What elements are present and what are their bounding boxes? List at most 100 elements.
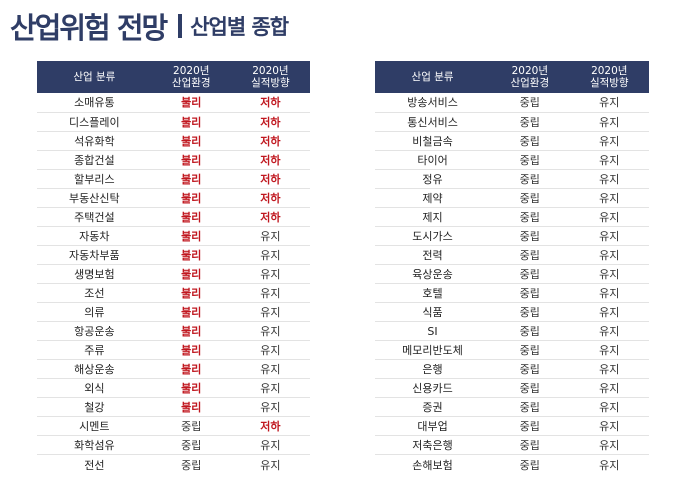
performance-cell: 유지 [569, 264, 649, 284]
table-row: 화학섬유 중립 유지 [37, 435, 310, 456]
industry-cell: 방송서비스 [375, 93, 491, 113]
table-row: 부동산신탁 불리 저하 [37, 188, 310, 208]
industry-cell: 통신서비스 [375, 112, 491, 132]
performance-cell: 저하 [230, 150, 310, 170]
environment-cell: 중립 [490, 226, 570, 246]
left-industry-table: 산업 분류 2020년 산업환경 2020년 실적방향 소매유통 불리 저하 디스플레이 불… [37, 61, 310, 474]
table-row: 저축은행 중립 유지 [375, 435, 649, 456]
industry-cell: 도시가스 [375, 226, 491, 246]
industry-cell: 외식 [37, 378, 152, 399]
header-environment: 2020년 산업환경 [151, 61, 231, 93]
environment-cell: 중립 [490, 245, 570, 265]
industry-cell: 자동차 [37, 226, 152, 246]
industry-cell: 전력 [375, 245, 491, 265]
table-row: 자동차 불리 유지 [37, 226, 310, 246]
industry-cell: 생명보험 [37, 264, 152, 284]
table-row: 통신서비스 중립 유지 [375, 112, 649, 132]
environment-cell: 중립 [490, 112, 570, 132]
industry-cell: 디스플레이 [37, 112, 152, 132]
title-sub: 산업별 종합 [190, 15, 289, 39]
environment-cell: 불리 [151, 302, 231, 323]
environment-cell: 불리 [151, 378, 231, 399]
environment-cell: 중립 [181, 458, 202, 472]
environment-cell: 불리 [151, 93, 231, 113]
environment-cell: 불리 [151, 340, 231, 361]
table-row: 할부리스 불리 저하 [37, 169, 310, 189]
table-row: 주택건설 불리 저하 [37, 207, 310, 227]
table-row: 타이어 중립 유지 [375, 150, 649, 170]
environment-cell: 불리 [151, 112, 231, 132]
performance-cell: 저하 [230, 169, 310, 189]
environment-cell: 중립 [490, 150, 570, 170]
environment-cell: 불리 [151, 359, 231, 380]
table-row: 생명보험 불리 유지 [37, 264, 310, 284]
table-row: 육상운송 중립 유지 [375, 264, 649, 284]
performance-cell: 유지 [569, 188, 649, 208]
environment-cell: 불리 [151, 207, 231, 227]
table-row: 해상운송 불리 유지 [37, 359, 310, 380]
industry-cell: 식품 [375, 302, 491, 323]
industry-cell: 제약 [375, 188, 491, 208]
header-industry: 산업 분류 [37, 61, 152, 93]
industry-cell: 정유 [375, 169, 491, 189]
performance-cell: 유지 [569, 340, 649, 361]
table-row: 신용카드 중립 유지 [375, 378, 649, 399]
environment-cell: 불리 [151, 169, 231, 189]
environment-cell: 불리 [151, 264, 231, 284]
environment-cell: 중립 [490, 416, 570, 437]
table-row: 비철금속 중립 유지 [375, 131, 649, 151]
industry-cell: 시멘트 [37, 416, 152, 437]
environment-cell: 중립 [490, 359, 570, 380]
environment-cell: 중립 [490, 397, 570, 418]
table-row: 식품 중립 유지 [375, 302, 649, 323]
performance-cell: 유지 [569, 302, 649, 323]
performance-cell: 유지 [230, 340, 310, 361]
environment-cell: 중립 [490, 188, 570, 208]
environment-cell: 중립 [151, 416, 231, 437]
table-row: 조선 불리 유지 [37, 283, 310, 304]
performance-cell: 유지 [260, 458, 281, 472]
performance-cell: 유지 [569, 435, 649, 456]
table-row: 제약 중립 유지 [375, 188, 649, 208]
performance-cell: 유지 [569, 226, 649, 246]
table-row: 전선 중립 유지 [37, 455, 310, 474]
performance-cell: 저하 [230, 188, 310, 208]
table-row: 주류 불리 유지 [37, 340, 310, 361]
performance-cell: 유지 [569, 397, 649, 418]
environment-cell: 불리 [151, 283, 231, 304]
industry-cell: 해상운송 [37, 359, 152, 380]
environment-cell: 불리 [151, 397, 231, 418]
performance-cell: 유지 [569, 283, 649, 304]
table-row: 도시가스 중립 유지 [375, 226, 649, 246]
environment-cell: 불리 [151, 131, 231, 151]
environment-cell: 중립 [519, 458, 540, 472]
industry-cell: 의류 [37, 302, 152, 323]
header-performance: 2020년 실적방향 [569, 61, 649, 93]
title-divider [178, 14, 183, 38]
industry-cell: 비철금속 [375, 131, 491, 151]
industry-cell: 호텔 [375, 283, 491, 304]
industry-cell: 할부리스 [37, 169, 152, 189]
environment-cell: 불리 [151, 150, 231, 170]
table-row: 자동차부품 불리 유지 [37, 245, 310, 265]
industry-cell: 타이어 [375, 150, 491, 170]
performance-cell: 유지 [569, 112, 649, 132]
table-row: 석유화학 불리 저하 [37, 131, 310, 151]
right-industry-table: 산업 분류 2020년 산업환경 2020년 실적방향 방송서비스 중립 유지 통신서비스… [375, 61, 649, 474]
environment-cell: 불리 [151, 226, 231, 246]
environment-cell: 중립 [151, 435, 231, 456]
industry-cell: 제지 [375, 207, 491, 227]
industry-cell: 주택건설 [37, 207, 152, 227]
performance-cell: 유지 [230, 321, 310, 342]
performance-cell: 유지 [230, 378, 310, 399]
environment-cell: 불리 [151, 245, 231, 265]
performance-cell: 유지 [569, 150, 649, 170]
environment-cell: 불리 [151, 188, 231, 208]
table-row: 메모리반도체 중립 유지 [375, 340, 649, 361]
industry-cell: SI [375, 321, 491, 342]
industry-cell: 항공운송 [37, 321, 152, 342]
industry-cell: 철강 [37, 397, 152, 418]
industry-cell: 종합건설 [37, 150, 152, 170]
environment-cell: 불리 [151, 321, 231, 342]
performance-cell: 유지 [569, 359, 649, 380]
